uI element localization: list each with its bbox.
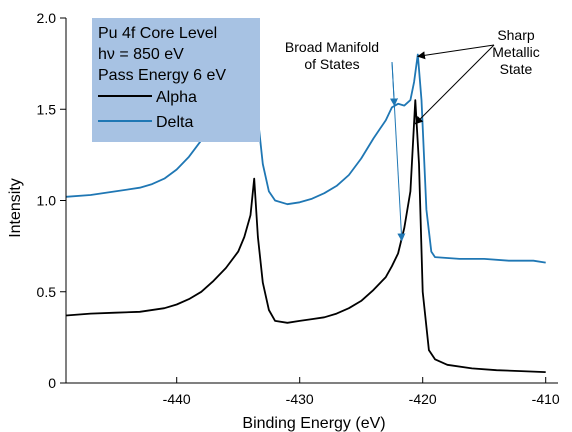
legend: Pu 4f Core Level hν = 850 eV Pass Energy… bbox=[92, 18, 260, 142]
annotation-text: Sharp bbox=[497, 27, 535, 43]
series-layer bbox=[65, 53, 546, 373]
annotation-text: Metallic bbox=[492, 44, 539, 60]
annotation-text: State bbox=[500, 61, 533, 77]
y-tick-label: 2.0 bbox=[37, 10, 57, 26]
y-tick-label: 0 bbox=[48, 375, 56, 391]
legend-label-delta: Delta bbox=[156, 114, 193, 131]
annotation-text: of States bbox=[304, 56, 359, 72]
x-axis-title: Binding Energy (eV) bbox=[242, 415, 385, 432]
x-tick-label: -430 bbox=[286, 391, 314, 407]
annotation-text: Broad Manifold bbox=[285, 39, 379, 55]
x-tick-label: -410 bbox=[532, 391, 560, 407]
x-tick-label: -440 bbox=[163, 391, 191, 407]
annotation-arrow bbox=[391, 61, 406, 242]
y-axis-title: Intensity bbox=[7, 178, 24, 238]
legend-label-alpha: Alpha bbox=[156, 89, 197, 106]
x-tick-label: -420 bbox=[409, 391, 437, 407]
legend-header-line-3: Pass Energy 6 eV bbox=[98, 67, 226, 84]
series-line-alpha bbox=[65, 99, 546, 373]
y-tick-label: 1.0 bbox=[37, 193, 57, 209]
series-line-delta bbox=[65, 53, 546, 264]
annotation-arrow bbox=[416, 44, 495, 60]
y-tick-label: 0.5 bbox=[37, 284, 57, 300]
legend-header-line-2: hν = 850 eV bbox=[98, 46, 184, 63]
axes: 0 0.5 1.0 1.5 2.0 -440 -430 -420 -410 bbox=[37, 10, 560, 407]
legend-header-line-1: Pu 4f Core Level bbox=[98, 25, 217, 42]
annotation-arrow bbox=[414, 44, 495, 125]
y-tick-label: 1.5 bbox=[37, 101, 57, 117]
